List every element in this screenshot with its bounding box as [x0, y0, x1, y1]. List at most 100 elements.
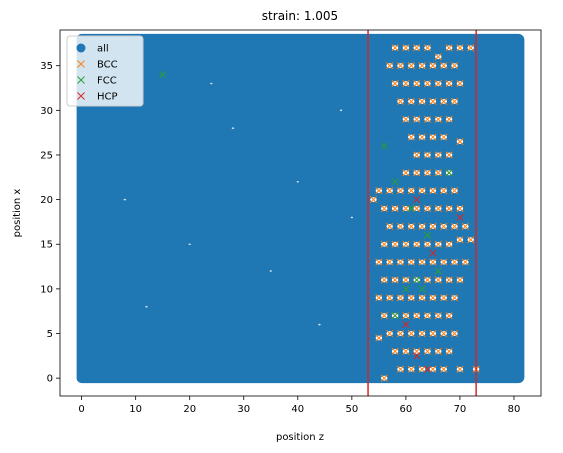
all-point — [238, 373, 249, 384]
all-point — [184, 33, 195, 44]
bcc-point — [375, 258, 383, 266]
legend-entry-hcp: HCP — [77, 92, 118, 103]
bcc-point — [456, 236, 464, 244]
bcc-point — [407, 294, 415, 302]
fcc-point — [402, 285, 410, 293]
bcc-point — [456, 80, 464, 88]
fcc-point — [391, 178, 399, 186]
fcc-point — [159, 71, 167, 79]
bcc-point — [380, 312, 388, 320]
bcc-point — [429, 294, 437, 302]
bcc-point — [461, 222, 469, 230]
legend-entry-all: all — [76, 43, 109, 55]
bcc-point — [445, 204, 453, 213]
bcc-point — [445, 115, 453, 123]
bcc-point — [429, 329, 437, 338]
bcc-point — [434, 312, 442, 320]
bcc-point — [391, 204, 399, 213]
fcc-point — [434, 267, 442, 275]
bcc-point — [375, 334, 383, 342]
bcc-point — [407, 222, 415, 230]
bcc-point — [396, 258, 405, 266]
all-point — [508, 33, 519, 44]
bcc-point — [423, 204, 432, 213]
bcc-point — [418, 97, 426, 105]
bcc-point — [434, 240, 442, 248]
hcp-point — [413, 196, 421, 204]
all-point — [130, 373, 141, 384]
bcc-point — [402, 312, 410, 320]
bcc-point — [396, 62, 405, 70]
bcc-point — [450, 329, 459, 338]
bcc-point — [440, 133, 448, 141]
atom-gap — [296, 180, 299, 183]
bcc-point — [386, 329, 394, 338]
bcc-point — [434, 204, 442, 213]
bcc-point — [375, 294, 383, 302]
bcc-point — [445, 80, 453, 88]
fcc-point — [418, 285, 426, 293]
bcc-point — [440, 294, 448, 302]
fcc-point — [423, 231, 432, 239]
atom-gap — [231, 127, 235, 129]
all-point — [400, 373, 411, 384]
bcc-point — [445, 276, 453, 284]
atom-gap — [350, 216, 354, 219]
bcc-point — [418, 365, 426, 373]
bcc-point — [423, 276, 432, 284]
bcc-point — [402, 276, 410, 284]
bcc-point — [440, 258, 448, 266]
bcc-point — [434, 115, 442, 123]
bcc-point — [429, 62, 437, 70]
bcc-point — [440, 329, 448, 338]
bcc-point — [434, 53, 442, 61]
legend-entry-fcc: FCC — [77, 76, 117, 87]
bcc-point — [423, 169, 432, 177]
bcc-point — [407, 329, 415, 338]
bcc-point — [386, 187, 394, 195]
bcc-point — [402, 80, 410, 88]
bcc-point — [413, 44, 421, 52]
y-tick-label: 0 — [47, 374, 53, 385]
plot-marks — [76, 30, 525, 396]
all-point — [292, 373, 303, 384]
bcc-point — [429, 187, 437, 195]
all-point — [454, 33, 465, 44]
bcc-point — [418, 294, 426, 302]
bcc-point — [380, 276, 388, 284]
y-tick-label: 10 — [40, 284, 53, 295]
y-axis-label: position x — [12, 189, 23, 238]
all-point — [508, 373, 519, 384]
x-tick-label: 50 — [345, 404, 358, 415]
bcc-point — [423, 80, 432, 88]
bcc-point — [467, 236, 475, 244]
bcc-point — [434, 276, 442, 284]
bcc-point — [423, 44, 432, 52]
hcp-point — [456, 213, 464, 222]
all-point — [427, 194, 438, 205]
svg-text:FCC: FCC — [97, 76, 117, 87]
bcc-point — [423, 347, 432, 355]
bcc-point — [429, 97, 437, 105]
all-point — [427, 373, 438, 384]
all-point — [211, 373, 222, 384]
bcc-point — [391, 80, 399, 88]
bcc-point — [391, 347, 399, 355]
hcp-point — [423, 365, 432, 373]
hcp-point — [429, 249, 437, 257]
bcc-point — [434, 169, 442, 177]
bcc-point — [386, 222, 394, 230]
fcc-point — [391, 312, 399, 320]
bcc-point — [402, 169, 410, 177]
atom-gap — [318, 323, 321, 326]
bcc-point — [413, 240, 421, 248]
all-point — [454, 373, 465, 384]
bcc-point — [445, 347, 453, 355]
bcc-point — [386, 258, 394, 266]
fcc-point — [380, 142, 388, 150]
bcc-point — [380, 374, 388, 382]
bcc-point — [456, 138, 464, 146]
bcc-point — [440, 187, 448, 195]
bcc-point — [386, 294, 394, 302]
